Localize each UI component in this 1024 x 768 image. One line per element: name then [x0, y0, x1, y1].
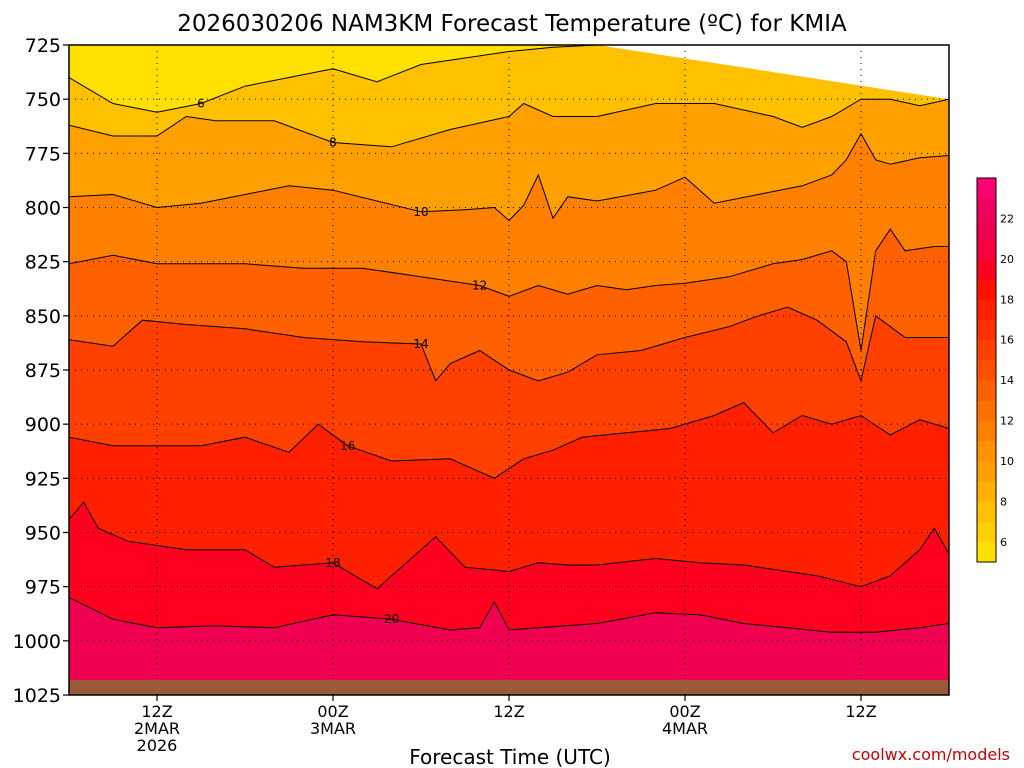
chart-title: 2026030206 NAM3KM Forecast Temperature (…: [177, 11, 847, 37]
colorbar-frame: [976, 177, 997, 563]
colorbar-swatch: [977, 380, 996, 401]
y-tick-label: 800: [25, 198, 61, 220]
x-axis-label: Forecast Time (UTC): [409, 745, 611, 768]
colorbar-swatch: [977, 339, 996, 361]
colorbar-swatch: [977, 258, 996, 280]
colorbar-swatch: [977, 299, 996, 320]
y-tick-label: 950: [25, 523, 61, 545]
y-tick-label: 750: [25, 89, 61, 111]
contour-label: 20: [384, 612, 399, 626]
y-tick-label: 875: [25, 360, 61, 382]
colorbar-swatch: [977, 279, 996, 300]
contour-label: 18: [325, 556, 340, 570]
contour-label: 16: [340, 439, 355, 453]
temperature-band: [69, 502, 949, 633]
ground-layer: [69, 679, 949, 695]
colorbar-swatch: [977, 400, 996, 422]
x-tick-label: 2026: [137, 736, 178, 755]
temperature-band: [69, 597, 949, 695]
colorbar-swatch: [977, 218, 996, 240]
x-tick-label: 12Z: [845, 702, 876, 721]
colorbar-label: 6: [1000, 536, 1007, 549]
x-tick-label: 2MAR: [134, 719, 180, 738]
colorbar-swatch: [977, 501, 996, 523]
y-tick-label: 725: [25, 35, 61, 57]
colorbar-label: 18: [1000, 293, 1014, 306]
x-tick-label: 3MAR: [310, 719, 356, 738]
colorbar-swatch: [977, 521, 996, 543]
x-tick-label: 12Z: [141, 702, 172, 721]
temperature-band: [69, 307, 949, 479]
colorbar-label: 16: [1000, 334, 1014, 347]
y-tick-label: 1025: [13, 685, 61, 707]
colorbar-label: 22: [1000, 212, 1014, 225]
contour-line: [69, 306, 949, 383]
contour-line: [69, 401, 949, 479]
colorbar-swatch: [977, 481, 996, 502]
colorbar-swatch: [977, 440, 996, 462]
colorbar-label: 20: [1000, 253, 1014, 266]
contour-line: [69, 98, 949, 148]
contour-label: 12: [472, 279, 487, 293]
colorbar-swatch: [977, 238, 996, 260]
colorbar-swatch: [977, 198, 996, 219]
temperature-band: [69, 45, 597, 113]
colorbar-swatch: [977, 319, 996, 341]
contour-label: 10: [413, 205, 428, 219]
x-tick-label: 00Z: [317, 702, 348, 721]
temperature-band: [69, 133, 949, 351]
contour-label: 8: [329, 136, 337, 150]
contour-line: [69, 597, 949, 633]
x-tick-label: 4MAR: [662, 719, 708, 738]
y-tick-label: 1000: [13, 631, 61, 653]
colorbar-label: 12: [1000, 415, 1014, 428]
colorbar-swatch: [977, 359, 996, 381]
colorbar-label: 10: [1000, 455, 1014, 468]
x-tick-label: 00Z: [669, 702, 700, 721]
contour-line: [69, 228, 949, 351]
colorbar-label: 8: [1000, 495, 1007, 508]
x-tick-label: 12Z: [493, 702, 524, 721]
temperature-band: [69, 45, 949, 147]
y-tick-label: 900: [25, 414, 61, 436]
y-tick-label: 975: [25, 577, 61, 599]
colorbar-swatch: [977, 541, 996, 563]
y-tick-label: 775: [25, 143, 61, 165]
colorbar-label: 14: [1000, 374, 1014, 387]
y-tick-label: 850: [25, 306, 61, 328]
y-tick-label: 925: [25, 468, 61, 490]
y-tick-label: 825: [25, 252, 61, 274]
contour-line: [69, 45, 598, 113]
colorbar-swatch: [977, 460, 996, 482]
credit-text: coolwx.com/models: [852, 745, 1010, 764]
contour-label: 14: [413, 337, 428, 351]
contour-line: [69, 501, 949, 590]
contour-label: 6: [197, 97, 205, 111]
colorbar-swatch: [977, 420, 996, 442]
colorbar-swatch: [977, 178, 996, 199]
plot-area: [69, 45, 949, 695]
contour-line: [69, 132, 949, 222]
